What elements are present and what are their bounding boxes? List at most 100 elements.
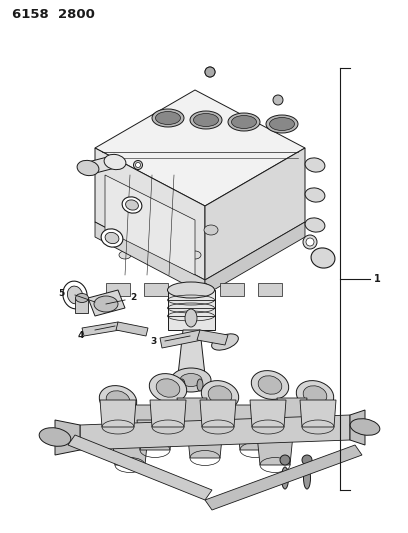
Ellipse shape bbox=[155, 111, 180, 125]
Polygon shape bbox=[88, 290, 125, 316]
Ellipse shape bbox=[101, 229, 123, 247]
Ellipse shape bbox=[228, 113, 260, 131]
Ellipse shape bbox=[99, 385, 137, 414]
Ellipse shape bbox=[126, 200, 138, 210]
Ellipse shape bbox=[305, 158, 325, 172]
Ellipse shape bbox=[179, 379, 185, 391]
Ellipse shape bbox=[306, 238, 314, 246]
Text: 1: 1 bbox=[374, 274, 381, 284]
Polygon shape bbox=[258, 283, 282, 296]
Ellipse shape bbox=[304, 467, 310, 489]
Ellipse shape bbox=[201, 381, 239, 409]
Polygon shape bbox=[178, 330, 205, 375]
Polygon shape bbox=[205, 148, 305, 280]
Ellipse shape bbox=[168, 282, 215, 298]
Ellipse shape bbox=[266, 115, 298, 133]
Polygon shape bbox=[137, 420, 173, 450]
Ellipse shape bbox=[280, 455, 290, 465]
Ellipse shape bbox=[119, 251, 131, 259]
Ellipse shape bbox=[133, 160, 142, 169]
Ellipse shape bbox=[270, 117, 295, 131]
Ellipse shape bbox=[171, 368, 211, 392]
Ellipse shape bbox=[104, 155, 126, 169]
Polygon shape bbox=[106, 283, 130, 296]
Ellipse shape bbox=[189, 251, 201, 259]
Ellipse shape bbox=[212, 334, 238, 350]
Ellipse shape bbox=[258, 376, 282, 394]
Ellipse shape bbox=[77, 160, 99, 176]
Polygon shape bbox=[95, 222, 205, 295]
Ellipse shape bbox=[311, 248, 335, 268]
Ellipse shape bbox=[273, 95, 283, 105]
Polygon shape bbox=[228, 405, 258, 430]
Ellipse shape bbox=[197, 379, 203, 391]
Ellipse shape bbox=[193, 114, 219, 126]
Polygon shape bbox=[105, 175, 195, 275]
Polygon shape bbox=[88, 155, 115, 175]
Polygon shape bbox=[300, 400, 336, 427]
Polygon shape bbox=[205, 222, 305, 295]
Ellipse shape bbox=[140, 225, 154, 235]
Polygon shape bbox=[68, 435, 212, 500]
Ellipse shape bbox=[149, 374, 187, 402]
Ellipse shape bbox=[303, 235, 317, 249]
Ellipse shape bbox=[122, 197, 142, 213]
Text: 6158  2800: 6158 2800 bbox=[12, 8, 95, 21]
Ellipse shape bbox=[152, 109, 184, 127]
Polygon shape bbox=[257, 435, 293, 465]
Polygon shape bbox=[187, 428, 223, 458]
Polygon shape bbox=[200, 400, 236, 427]
Polygon shape bbox=[277, 398, 307, 423]
Polygon shape bbox=[95, 148, 205, 280]
Ellipse shape bbox=[172, 225, 186, 235]
Polygon shape bbox=[177, 398, 207, 423]
Polygon shape bbox=[55, 420, 80, 455]
Ellipse shape bbox=[208, 386, 232, 404]
Ellipse shape bbox=[63, 281, 87, 309]
Polygon shape bbox=[116, 322, 148, 336]
Ellipse shape bbox=[204, 225, 218, 235]
Polygon shape bbox=[197, 330, 228, 345]
Ellipse shape bbox=[94, 296, 118, 312]
Polygon shape bbox=[168, 290, 215, 330]
Ellipse shape bbox=[305, 218, 325, 232]
Ellipse shape bbox=[231, 116, 257, 128]
Ellipse shape bbox=[75, 294, 89, 303]
Ellipse shape bbox=[180, 374, 202, 386]
Polygon shape bbox=[160, 330, 202, 348]
Ellipse shape bbox=[190, 111, 222, 129]
Text: 2: 2 bbox=[130, 294, 136, 303]
Ellipse shape bbox=[108, 225, 122, 235]
Ellipse shape bbox=[303, 386, 327, 404]
Polygon shape bbox=[75, 298, 88, 313]
Ellipse shape bbox=[251, 370, 289, 399]
Ellipse shape bbox=[305, 188, 325, 202]
Polygon shape bbox=[220, 283, 244, 296]
Polygon shape bbox=[182, 283, 206, 296]
Ellipse shape bbox=[350, 419, 380, 435]
Polygon shape bbox=[350, 410, 365, 445]
Ellipse shape bbox=[106, 391, 130, 409]
Ellipse shape bbox=[205, 67, 215, 77]
Ellipse shape bbox=[39, 427, 71, 446]
Polygon shape bbox=[82, 322, 120, 336]
Polygon shape bbox=[144, 283, 168, 296]
Text: 3: 3 bbox=[150, 337, 156, 346]
Ellipse shape bbox=[105, 232, 119, 244]
Polygon shape bbox=[80, 415, 350, 450]
Polygon shape bbox=[205, 445, 362, 510]
Ellipse shape bbox=[154, 251, 166, 259]
Polygon shape bbox=[150, 400, 186, 427]
Text: 4: 4 bbox=[78, 332, 84, 341]
Polygon shape bbox=[100, 400, 136, 427]
Polygon shape bbox=[125, 405, 155, 430]
Ellipse shape bbox=[302, 455, 312, 465]
Polygon shape bbox=[250, 400, 286, 427]
Ellipse shape bbox=[67, 286, 82, 304]
Ellipse shape bbox=[135, 163, 140, 167]
Polygon shape bbox=[95, 90, 305, 206]
Polygon shape bbox=[237, 420, 273, 450]
Text: 5: 5 bbox=[58, 289, 64, 298]
Polygon shape bbox=[112, 435, 148, 465]
Ellipse shape bbox=[156, 379, 180, 397]
